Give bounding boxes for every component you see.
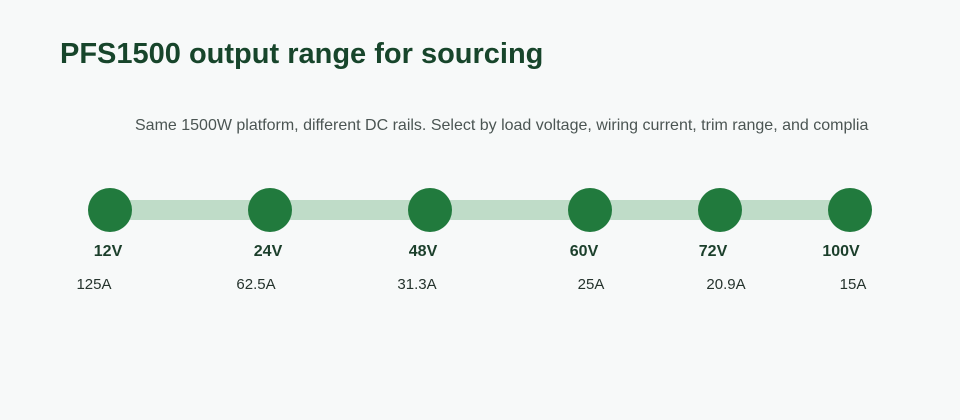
rail-dot (408, 188, 452, 232)
rail-current-label: 20.9A (706, 276, 746, 293)
rail-voltage-label: 24V (253, 243, 283, 260)
rail-voltage-label: 60V (569, 243, 599, 260)
rail-current-label: 31.3A (397, 276, 437, 293)
rail-voltage-label: 72V (698, 243, 728, 260)
page-title: PFS1500 output range for sourcing (60, 38, 544, 70)
rail-dot (828, 188, 872, 232)
rail-dot (568, 188, 612, 232)
rail-current-label: 15A (839, 276, 867, 293)
rail-voltage-label: 12V (93, 243, 123, 260)
rail-current-label: 62.5A (236, 276, 276, 293)
rail-dot (88, 188, 132, 232)
rail-voltage-label: 48V (408, 243, 438, 260)
rail-voltage-label: 100V (822, 243, 860, 260)
rail-dot (698, 188, 742, 232)
rail-current-label: 125A (76, 276, 112, 293)
timeline-track (110, 200, 850, 220)
rail-dot (248, 188, 292, 232)
subtitle: Same 1500W platform, different DC rails.… (135, 117, 869, 134)
rail-current-label: 25A (577, 276, 605, 293)
